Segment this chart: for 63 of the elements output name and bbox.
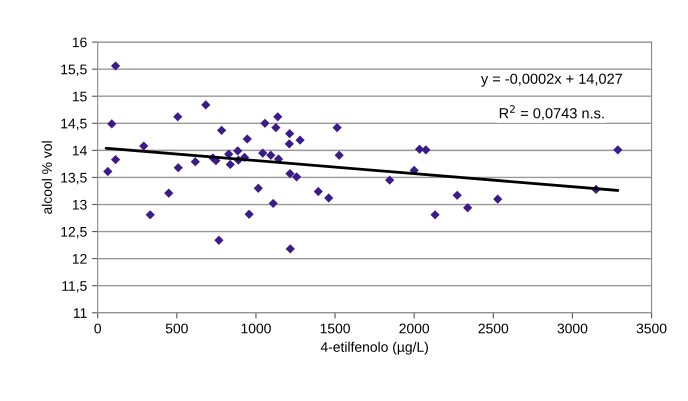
annotation: R$^{2}$ = 0,0743 n.s. [500, 105, 604, 120]
point [334, 150, 344, 160]
y-tick-label: 14,5 [61, 118, 87, 130]
y-tick-label: 12,5 [61, 226, 87, 238]
y-tick-label: 14 [72, 146, 87, 156]
point [285, 128, 294, 138]
x-tick-label: 3500 [636, 324, 666, 334]
y-tick-label: 15,5 [61, 64, 87, 76]
point [324, 193, 334, 203]
point [214, 236, 224, 245]
point [430, 210, 440, 220]
point [110, 61, 120, 71]
point [295, 135, 305, 145]
point [463, 203, 472, 212]
point [146, 210, 155, 220]
point [268, 198, 278, 208]
point [233, 146, 242, 156]
y-tick-label: 11,5 [62, 281, 87, 293]
point [164, 188, 174, 198]
point [216, 126, 226, 135]
x-tick-label: 1000 [242, 324, 271, 334]
point [226, 160, 235, 170]
point [452, 190, 462, 200]
point [273, 112, 282, 122]
point [292, 172, 302, 182]
annotation: y = -0,0002x + 14,027 [480, 74, 622, 87]
x-tick-label: 2500 [478, 324, 508, 334]
x-tick-label: 0 [94, 324, 102, 334]
y-tick-label: 11 [74, 308, 87, 318]
point [103, 166, 112, 176]
point [139, 141, 148, 151]
point [260, 118, 270, 128]
point [174, 163, 183, 172]
point [242, 134, 252, 144]
x-tick-label: 2000 [399, 324, 430, 334]
point [284, 139, 294, 148]
point [201, 100, 210, 110]
point [266, 150, 276, 160]
y-axis-title: alcool % vol [42, 141, 52, 214]
x-tick-label: 500 [166, 324, 188, 334]
y-tick-label: 16 [72, 37, 87, 48]
point [107, 119, 116, 128]
point [110, 154, 120, 164]
x-axis-title: 4-etilfenolo (µg/L) [320, 342, 428, 355]
y-tick-label: 15 [72, 92, 87, 102]
point [332, 123, 342, 132]
point [285, 169, 295, 178]
x-tick-label: 3000 [558, 324, 588, 334]
y-tick-label: 13 [72, 200, 87, 210]
point [258, 148, 268, 158]
point [493, 194, 502, 204]
point [286, 244, 295, 254]
point [271, 123, 280, 132]
y-tick-label: 13,5 [61, 172, 87, 184]
point [190, 157, 200, 166]
point [613, 145, 622, 154]
y-tick-label: 12 [72, 254, 87, 264]
point [254, 184, 263, 193]
point [314, 186, 323, 196]
x-tick-label: 1500 [320, 324, 350, 334]
point [244, 210, 254, 219]
point [385, 176, 394, 185]
point [173, 112, 182, 122]
